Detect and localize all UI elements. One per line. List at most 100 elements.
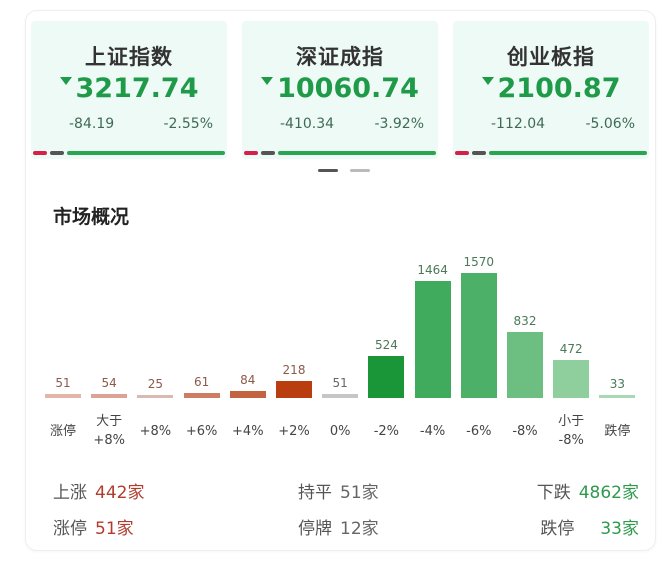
- bar-category-label: 跌停: [590, 422, 644, 441]
- index-price: 3217.74: [75, 73, 199, 104]
- bar-category-label: -6%: [452, 422, 506, 441]
- bar-value-label: 33: [609, 377, 626, 391]
- bar-category-label: -8%: [498, 422, 552, 441]
- index-price-row: 2100.87: [453, 73, 649, 104]
- chart-bar-column: 524 -2%: [363, 241, 409, 461]
- index-price: 10060.74: [277, 73, 419, 104]
- index-card-chinext[interactable]: 创业板指 2100.87 -112.04 -5.06%: [453, 21, 649, 159]
- chart-bar-column: 1464 -4%: [410, 241, 456, 461]
- category-line-1: +4%: [232, 424, 264, 439]
- index-name: 上证指数: [85, 45, 173, 69]
- category-line-2: +8%: [93, 433, 125, 448]
- bar-value-label: 51: [332, 376, 348, 390]
- chart-bar-column: 51 涨停: [40, 241, 86, 461]
- pager-dot-active[interactable]: [318, 169, 338, 172]
- category-line-1: 跌停: [604, 424, 631, 439]
- index-change-pct: -5.06%: [585, 116, 635, 132]
- stat-label: 停牌: [298, 519, 332, 539]
- bar-value-label: 51: [55, 376, 71, 390]
- stat-rise: 上涨 442家: [53, 478, 144, 503]
- strip-up-segment: [455, 151, 469, 155]
- stat-flat: 持平 51家: [298, 478, 379, 503]
- strip-down-segment: [489, 151, 647, 155]
- index-card-shanghai[interactable]: 上证指数 3217.74 -84.19 -2.55%: [31, 21, 227, 159]
- down-arrow-icon: [261, 77, 274, 85]
- category-line-1: 大于: [96, 414, 123, 429]
- bar-category-label: +8%: [128, 422, 182, 441]
- index-card-shenzhen[interactable]: 深证成指 10060.74 -410.34 -3.92%: [242, 21, 438, 159]
- bar-value-label: 832: [513, 314, 537, 328]
- index-price: 2100.87: [497, 73, 621, 104]
- strip-flat-segment: [50, 151, 64, 155]
- bar-category-label: 涨停: [36, 422, 90, 441]
- index-change: -410.34: [280, 116, 335, 132]
- chart-bar-column: 33 跌停: [594, 241, 640, 461]
- chart-bar-column: 832 -8%: [502, 241, 548, 461]
- bar-value-label: 1570: [463, 255, 495, 269]
- breadth-strip: [244, 151, 436, 155]
- category-line-1: -8%: [512, 424, 538, 439]
- index-change-pct: -3.92%: [374, 116, 424, 132]
- chart-bar: [553, 360, 590, 398]
- index-carousel[interactable]: 上证指数 3217.74 -84.19 -2.55% 深证成指 10060.74…: [31, 21, 651, 161]
- stat-limit-down: 跌停 33家: [540, 514, 639, 539]
- index-price-row: 3217.74: [31, 73, 227, 104]
- chart-bar: [137, 395, 174, 398]
- category-line-1: -2%: [373, 424, 400, 439]
- bar-category-label: +6%: [175, 422, 229, 441]
- stat-suspended: 停牌 12家: [298, 514, 379, 539]
- stat-label: 跌停: [540, 519, 575, 539]
- market-panel: 上证指数 3217.74 -84.19 -2.55% 深证成指 10060.74…: [25, 10, 656, 551]
- stat-value: 51家: [95, 519, 134, 539]
- category-line-1: +6%: [185, 424, 218, 439]
- stat-value: 33家: [600, 519, 639, 539]
- strip-flat-segment: [472, 151, 486, 155]
- chart-bar: [229, 391, 266, 398]
- category-line-1: 涨停: [49, 424, 76, 439]
- stat-label: 持平: [298, 483, 332, 503]
- bar-value-label: 1464: [417, 263, 448, 277]
- chart-bar-column: 218 +2%: [271, 241, 317, 461]
- chart-bar-column: 1570 -6%: [456, 241, 502, 461]
- bar-value-label: 54: [101, 376, 117, 390]
- bar-value-label: 524: [374, 338, 398, 352]
- category-line-1: 小于: [558, 414, 585, 429]
- chart-bar-column: 54 大于 +8%: [86, 241, 132, 461]
- index-name: 深证成指: [296, 45, 384, 69]
- category-line-1: +8%: [139, 424, 172, 439]
- market-summary: 上涨 442家 涨停 51家 持平 51家 停牌 12家 下跌 4862家 跌停 33家: [26, 466, 657, 546]
- stat-fall: 下跌 4862家: [537, 478, 639, 503]
- bar-category-label: -4%: [406, 422, 460, 441]
- distribution-chart: 51 涨停 54 大于 +8% 25 +8% 61 +6% 84 +4% 218 +2% 51 0% 524 -…: [26, 241, 657, 461]
- category-line-1: +2%: [278, 424, 310, 439]
- bar-category-label: 小于 -8%: [544, 412, 598, 450]
- chart-bar: [460, 273, 497, 398]
- pager-dot[interactable]: [350, 169, 370, 172]
- bar-value-label: 61: [193, 375, 210, 389]
- strip-flat-segment: [261, 151, 275, 155]
- stat-value: 12家: [340, 519, 379, 539]
- chart-bar-column: 61 +6%: [179, 241, 225, 461]
- bar-value-label: 25: [147, 377, 164, 391]
- chart-bar-column: 25 +8%: [132, 241, 178, 461]
- strip-down-segment: [67, 151, 225, 155]
- down-arrow-icon: [481, 77, 494, 85]
- carousel-pager[interactable]: [318, 169, 370, 172]
- index-change-pct: -2.55%: [163, 116, 213, 132]
- bar-value-label: 218: [282, 363, 306, 377]
- index-price-row: 10060.74: [242, 73, 438, 104]
- bar-value-label: 472: [559, 342, 583, 356]
- stat-limit-up: 涨停 51家: [53, 514, 134, 539]
- down-arrow-icon: [59, 77, 72, 85]
- bar-category-label: +2%: [267, 422, 321, 441]
- chart-bar: [414, 281, 451, 398]
- index-name: 创业板指: [507, 45, 595, 69]
- index-change: -84.19: [69, 116, 115, 132]
- strip-up-segment: [33, 151, 47, 155]
- bar-category-label: 大于 +8%: [82, 412, 136, 450]
- chart-bar: [276, 381, 312, 398]
- chart-bar: [91, 394, 128, 398]
- bar-category-label: 0%: [313, 422, 367, 441]
- chart-bar: [368, 356, 405, 398]
- stat-label: 上涨: [53, 483, 87, 503]
